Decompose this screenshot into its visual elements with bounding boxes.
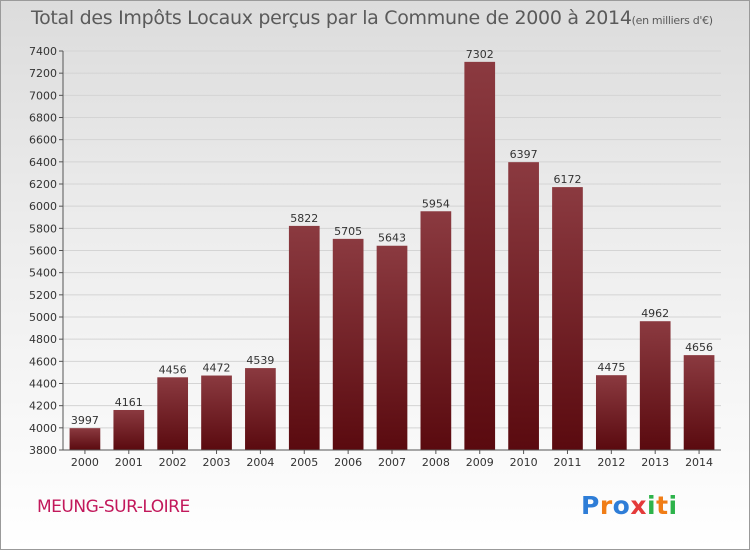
x-tick-label: 2012 [597,456,625,469]
bar-value-label: 5705 [334,225,362,238]
y-tick-label: 7400 [29,45,57,58]
y-tick-label: 5000 [29,311,57,324]
bar-2012 [595,375,627,450]
y-tick-label: 3800 [29,444,57,457]
y-tick-label: 6800 [29,112,57,125]
bar-2000 [69,428,101,450]
bar-2010 [508,162,539,450]
x-tick-label: 2008 [422,456,450,469]
bar-2014 [683,355,715,450]
x-tick-label: 2007 [378,456,406,469]
x-tick-label: 2011 [553,456,581,469]
bar-2005 [288,225,320,450]
bar-2013 [639,321,671,450]
x-axis: 2000 2001 2002 2003 2004 2005 2006 2007 2008 2009… [63,449,721,469]
bar-value-label: 3997 [71,414,99,427]
bar-value-label: 4161 [115,396,143,409]
logo-letter: t [656,491,669,520]
bar-2006 [332,238,364,450]
y-tick-label: 4600 [29,355,57,368]
bar-value-label: 5954 [422,197,450,210]
logo-letter: i [647,491,657,520]
y-tick-label: 5200 [29,289,57,302]
y-tick-label: 4800 [29,333,57,346]
bar-value-label: 4472 [203,362,231,375]
logo-letter: i [668,491,678,520]
x-tick-label: 2005 [290,456,318,469]
x-tick-label: 2014 [685,456,713,469]
commune-name: MEUNG-SUR-LOIRE [37,497,190,517]
x-tick-label: 2006 [334,456,362,469]
logo-letter: x [630,491,647,520]
x-tick-label: 2009 [466,456,494,469]
y-tick-label: 6400 [29,156,57,169]
y-tick-label: 5600 [29,245,57,258]
x-tick-label: 2001 [115,456,143,469]
logo-letter: P [581,491,600,520]
bar-2007 [376,245,408,450]
y-tick-label: 6200 [29,178,57,191]
proxiti-logo: Proxiti [581,491,678,520]
y-tick-label: 4400 [29,378,57,391]
bar-value-label: 4539 [246,354,274,367]
y-axis: 3800 4000 4200 4400 4600 4800 5000 5200 5400 5600… [29,45,64,457]
bars: 3997 4161 4456 4472 4539 5822 5705 5643 5954 7302… [69,48,715,451]
x-tick-label: 2000 [71,456,99,469]
chart-title-text: Total des Impôts Locaux perçus par la Co… [31,7,632,29]
bar-2003 [201,375,232,450]
logo-letter: r [599,491,613,520]
bar-value-label: 4475 [597,361,625,374]
y-tick-label: 5800 [29,222,57,235]
bar-value-label: 5822 [290,212,318,225]
bar-2008 [420,211,452,450]
bar-2011 [552,187,583,450]
bar-value-label: 4456 [159,363,187,376]
bar-2002 [157,377,189,450]
bar-2001 [113,409,145,450]
y-tick-label: 4200 [29,400,57,413]
y-tick-label: 4000 [29,422,57,435]
bar-2004 [245,368,276,450]
bar-value-label: 6397 [510,148,538,161]
bar-value-label: 6172 [553,173,581,186]
bar-value-label: 4962 [641,307,669,320]
x-tick-label: 2004 [246,456,274,469]
chart-title: Total des Impôts Locaux perçus par la Co… [31,7,713,29]
y-tick-label: 7200 [29,67,57,80]
y-tick-label: 6000 [29,200,57,213]
bar-value-label: 5643 [378,232,406,245]
y-tick-label: 6600 [29,134,57,147]
y-tick-label: 5400 [29,267,57,280]
y-tick-label: 7000 [29,89,57,102]
x-tick-label: 2002 [159,456,187,469]
x-tick-label: 2010 [510,456,538,469]
bar-value-label: 7302 [466,48,494,61]
x-tick-label: 2013 [641,456,669,469]
logo-letter: o [612,491,631,520]
x-tick-label: 2003 [203,456,231,469]
bar-value-label: 4656 [685,341,713,354]
chart-title-unit: (en milliers d'€) [631,14,713,27]
bar-2009 [464,61,496,451]
